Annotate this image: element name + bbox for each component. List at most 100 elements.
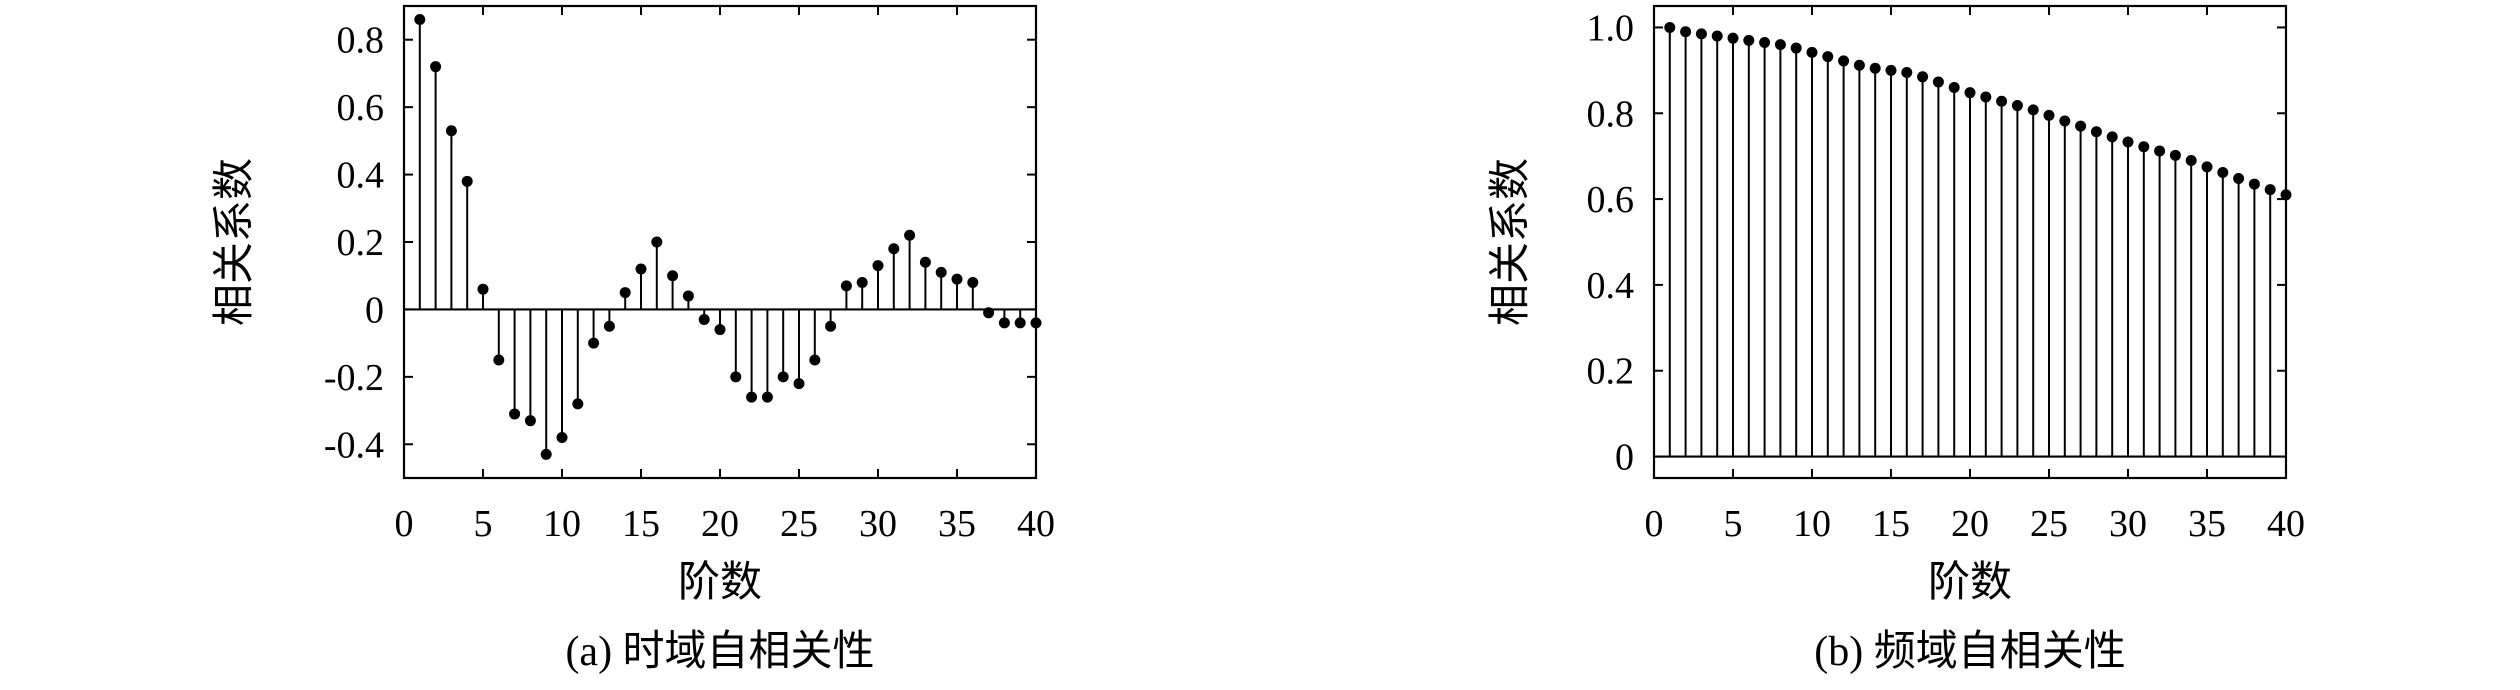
panel-a-stem-marker: [825, 320, 837, 332]
panel-b-stem-marker: [2090, 126, 2102, 138]
panel-b-stem-marker: [1980, 91, 1992, 103]
panel-a-stem-marker: [493, 354, 505, 366]
panel-b-stem-marker: [2138, 141, 2150, 153]
panel-b-stem-marker: [1790, 42, 1802, 54]
panel-b-stem-marker: [2233, 172, 2245, 184]
panel-b-stem-marker: [1822, 51, 1834, 63]
panel-b-caption: (b) 频域自相关性: [1814, 629, 2125, 675]
panel-b-y-tick-label: 0.2: [1587, 351, 1635, 393]
panel-a-x-axis-label: 阶数: [678, 560, 762, 606]
panel-b-x-tick-label: 20: [1951, 503, 1989, 545]
panel-b-x-tick-label: 0: [1645, 503, 1664, 545]
panel-a-stem-marker: [967, 276, 979, 288]
panel-b-stem-marker: [2185, 154, 2197, 166]
panel-a-stem-marker: [524, 415, 536, 427]
panel-b-stem-marker: [1727, 32, 1739, 44]
panel-b-stem-marker: [1869, 62, 1881, 74]
panel-a-stem-marker: [698, 314, 710, 326]
panel-b-y-axis-label: 相关系数: [1488, 158, 1534, 326]
panel-b-y-tick-label: 0.4: [1587, 265, 1635, 307]
panel-b-x-tick-label: 10: [1793, 503, 1831, 545]
panel-a-x-tick-label: 30: [859, 503, 897, 545]
panel-a-axes-frame: [402, 4, 1038, 480]
panel-b-stem-marker: [2169, 149, 2181, 161]
panel-a-stem-marker: [793, 378, 805, 390]
panel-a-x-tick-label: 15: [622, 503, 660, 545]
panel-b-stem-marker: [1885, 64, 1897, 76]
panel-b-stem-marker: [2075, 120, 2087, 132]
panel-a-stem-marker: [746, 391, 758, 403]
panel-a-stem-marker: [872, 260, 884, 272]
panel-a-stem-marker: [556, 432, 568, 444]
panel-b-y-tick-label: 0.6: [1587, 179, 1635, 221]
panel-b-stem-marker: [2217, 166, 2229, 178]
panel-a-stem-marker: [682, 290, 694, 302]
panel-a-stem-marker: [651, 236, 663, 248]
panel-b-stem-marker: [1774, 39, 1786, 51]
panel-b-stem-marker: [2059, 115, 2071, 127]
panel-b-stem-marker: [1711, 30, 1723, 42]
panel-a-caption: (a) 时域自相关性: [565, 629, 874, 675]
panel-a-stem-marker: [840, 280, 852, 292]
panel-a-x-tick-label: 35: [938, 503, 976, 545]
panel-a-stem-marker: [951, 273, 963, 285]
panel-a-stem-marker: [635, 263, 647, 275]
panel-b-stem-marker: [2201, 161, 2213, 173]
panel-a-stem-marker: [777, 371, 789, 383]
panel-b-stem-marker: [1806, 46, 1818, 58]
panel-a-stem-marker: [1030, 317, 1042, 329]
panel-a-stem-marker: [619, 287, 631, 299]
panel-a-stem-marker: [1014, 317, 1026, 329]
panel-a-y-axis-label: 相关系数: [212, 158, 258, 326]
panel-b-y-tick-label: 0: [1615, 437, 1634, 479]
panel-b-stem-marker: [2122, 136, 2134, 148]
panel-b-stem-marker: [2027, 104, 2039, 116]
panel-b-x-tick-label: 35: [2188, 503, 2226, 545]
panel-a-y-tick-label: 0: [365, 289, 384, 331]
panel-b-x-tick-label: 5: [1724, 503, 1743, 545]
panel-b-stem-marker: [2154, 145, 2166, 157]
panel-a-x-tick-label: 5: [474, 503, 493, 545]
panel-b-stem-marker: [1680, 26, 1692, 38]
panel-a-stem-marker: [430, 61, 442, 73]
panel-a-x-tick-label: 40: [1017, 503, 1055, 545]
panel-a-stem-marker: [761, 391, 773, 403]
panel-a-y-tick-label: 0.4: [337, 155, 385, 197]
panel-a-stem-marker: [983, 307, 995, 319]
panel-a-stem-marker: [414, 13, 426, 25]
panel-a-stem-marker: [998, 317, 1010, 329]
panel-a-y-tick-label: 0.8: [337, 20, 385, 62]
panel-a-stem-marker: [572, 398, 584, 410]
panel-b-x-axis-label: 阶数: [1928, 560, 2012, 606]
panel-b-stem-marker: [2011, 100, 2023, 112]
panel-b-stem-marker: [1853, 59, 1865, 71]
panel-b-stem-marker: [2264, 184, 2276, 196]
panel-b-stem-marker: [1901, 67, 1913, 79]
panel-a-y-tick-label: 0.2: [337, 222, 385, 264]
panel-a-y-tick-label: -0.4: [324, 424, 384, 466]
panel-b-stem-marker: [1996, 95, 2008, 107]
panel-a-stem-marker: [714, 324, 726, 336]
panel-a-stem-marker: [667, 270, 679, 282]
panel-a-stem-marker: [461, 175, 473, 187]
panel-b-x-tick-label: 15: [1872, 503, 1910, 545]
panel-b-y-tick-label: 1.0: [1587, 7, 1635, 49]
panel-a-stem-marker: [904, 229, 916, 241]
panel-b-stem-marker: [1838, 55, 1850, 67]
panel-b-stem-marker: [1948, 82, 1960, 94]
panel-a-x-tick-label: 0: [395, 503, 414, 545]
panel-b-stem-marker: [1932, 76, 1944, 88]
panel-b-stem-marker: [1743, 34, 1755, 46]
panel-a-stem-marker: [445, 125, 457, 137]
panel-a-stem-marker: [588, 337, 600, 349]
panel-a-chart: 0 5 10 15 20 25 30 35 40 -0.4 -0.2 0 0.2 0.4 0.6 0.8 相关系…: [212, 4, 1055, 675]
panel-a-y-tick-label: -0.2: [324, 357, 384, 399]
panel-a-stem-marker: [888, 243, 900, 255]
panel-b-x-tick-label: 40: [2267, 503, 2305, 545]
panel-b-stem-marker: [2280, 189, 2292, 201]
panel-b-x-tick-label: 25: [2030, 503, 2068, 545]
panel-a-x-tick-label: 10: [543, 503, 581, 545]
panel-a-stem-marker: [730, 371, 742, 383]
